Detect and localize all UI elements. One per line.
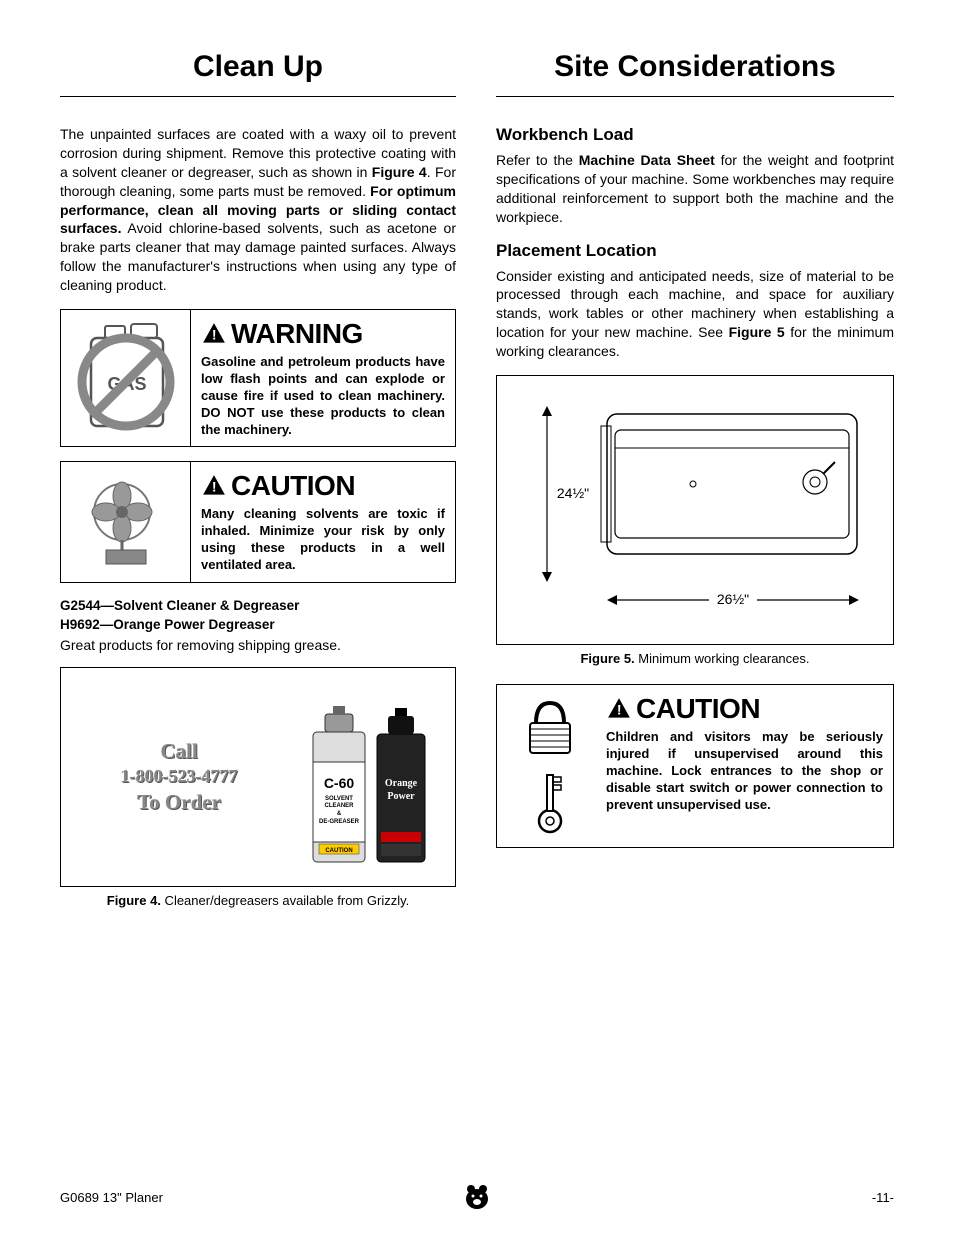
- workbench-paragraph: Refer to the Machine Data Sheet for the …: [496, 151, 894, 227]
- caution2-text: Children and visitors may be seriously i…: [606, 729, 883, 813]
- svg-text:!: !: [212, 479, 216, 495]
- page-footer: G0689 13" Planer -11-: [60, 1190, 894, 1205]
- call-line3: To Order: [71, 789, 287, 816]
- figure-5-caption: Figure 5. Minimum working clearances.: [496, 651, 894, 666]
- cleanup-title: Clean Up: [60, 50, 456, 97]
- figure-4-caption: Figure 4. Cleaner/degreasers available f…: [60, 893, 456, 908]
- svg-text:Orange: Orange: [385, 778, 418, 789]
- call-phone: 1-800-523-4777: [71, 765, 287, 788]
- cleanup-paragraph: The unpainted surfaces are coated with a…: [60, 125, 456, 295]
- svg-text:CAUTION: CAUTION: [325, 848, 352, 854]
- footer-page: -11-: [872, 1190, 894, 1205]
- caution-box-children: ! CAUTION Children and visitors may be s…: [496, 684, 894, 848]
- warning-box-gasoline: GAS ! WARNING Gasoline and petroleum pro…: [60, 309, 456, 447]
- no-gas-icon: GAS: [61, 310, 191, 446]
- warning-triangle-icon: !: [201, 321, 227, 347]
- fan-ventilation-icon: [61, 462, 191, 582]
- caution-label: ! CAUTION: [201, 470, 445, 502]
- footer-model: G0689 13" Planer: [60, 1190, 163, 1205]
- placement-heading: Placement Location: [496, 241, 894, 261]
- svg-text:24½": 24½": [557, 485, 589, 501]
- product-g2544: G2544—Solvent Cleaner & Degreaser: [60, 597, 456, 616]
- caution-box-solvents: ! CAUTION Many cleaning solvents are tox…: [60, 461, 456, 583]
- workbench-heading: Workbench Load: [496, 125, 894, 145]
- warning-text: Gasoline and petroleum products have low…: [201, 354, 445, 438]
- right-column: Site Considerations Workbench Load Refer…: [496, 50, 894, 926]
- warning-label: ! WARNING: [201, 318, 445, 350]
- svg-text:!: !: [617, 701, 621, 717]
- caution-triangle-icon: !: [201, 473, 227, 499]
- svg-text:!: !: [212, 326, 216, 342]
- padlock-key-icon: [497, 685, 602, 847]
- spray-cans-icon: C-60 SOLVENT CLEANER & DE-GREASER CAUTIO…: [295, 682, 445, 872]
- figure-5-box: 24½" 26½": [496, 375, 894, 645]
- svg-text:&: &: [337, 811, 342, 817]
- placement-paragraph: Consider existing and anticipated needs,…: [496, 267, 894, 361]
- site-title: Site Considerations: [496, 50, 894, 97]
- bear-logo-icon: [462, 1181, 492, 1214]
- svg-text:C-60: C-60: [324, 775, 355, 791]
- svg-text:26½": 26½": [717, 591, 749, 607]
- caution-text: Many cleaning solvents are toxic if inha…: [201, 506, 445, 574]
- left-column: Clean Up The unpainted surfaces are coat…: [60, 50, 456, 926]
- caution-triangle-icon: !: [606, 696, 632, 722]
- clearance-diagram: 24½" 26½": [515, 390, 875, 630]
- svg-text:SOLVENT: SOLVENT: [325, 796, 353, 802]
- svg-text:Power: Power: [387, 791, 415, 802]
- svg-text:CLEANER: CLEANER: [324, 803, 354, 809]
- product-h9692: H9692—Orange Power Degreaser: [60, 616, 456, 635]
- call-line1: Call: [71, 738, 287, 765]
- products-subtitle: Great products for removing shipping gre…: [60, 637, 456, 653]
- svg-text:DE-GREASER: DE-GREASER: [319, 819, 360, 825]
- caution2-label: ! CAUTION: [606, 693, 883, 725]
- figure-4-box: Call 1-800-523-4777 To Order C-60 SOLVEN…: [60, 667, 456, 887]
